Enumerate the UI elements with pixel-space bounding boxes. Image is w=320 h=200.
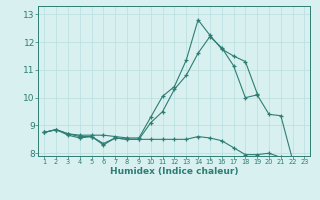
X-axis label: Humidex (Indice chaleur): Humidex (Indice chaleur) <box>110 167 239 176</box>
